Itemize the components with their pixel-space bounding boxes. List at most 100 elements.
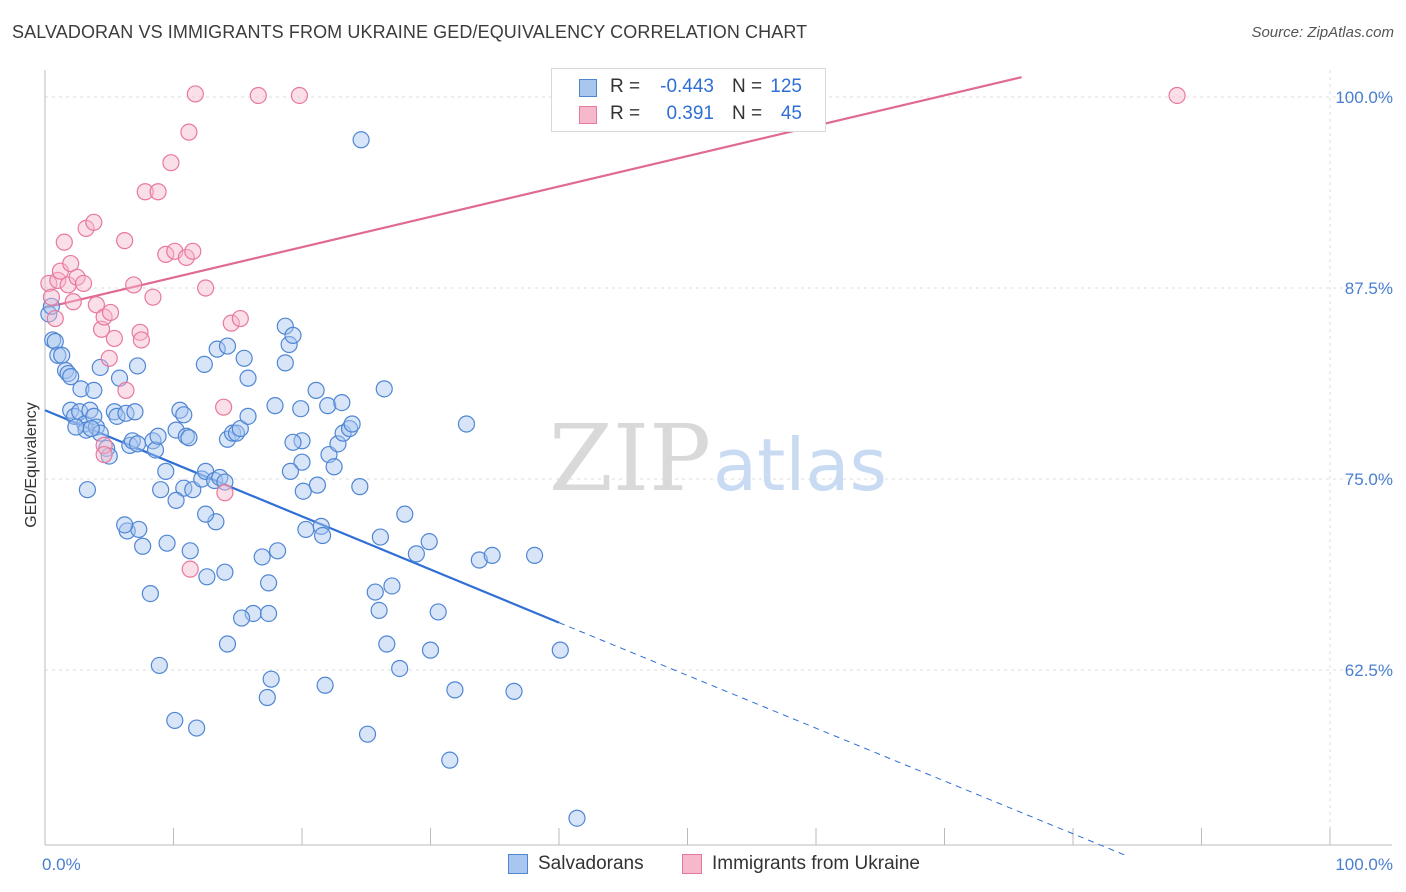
point-salvadoran	[141, 584, 159, 603]
point-salvadoran	[78, 481, 97, 499]
y-tick-label: 100.0%	[1335, 88, 1393, 107]
point-ukraine	[105, 329, 123, 348]
point-salvadoran	[157, 462, 175, 480]
point-salvadoran	[307, 381, 325, 399]
series-legend: Salvadorans Immigrants from Ukraine	[0, 852, 1406, 878]
y-axis-label: GED/Equivalency	[23, 402, 40, 527]
point-ukraine	[184, 242, 202, 260]
point-ukraine	[162, 154, 180, 172]
point-salvadoran	[325, 458, 343, 476]
point-salvadoran	[293, 453, 311, 471]
point-salvadoran	[340, 419, 359, 438]
point-ukraine	[186, 85, 204, 103]
point-salvadoran	[297, 520, 315, 539]
point-ukraine	[181, 560, 199, 578]
point-salvadoran	[167, 491, 185, 509]
point-salvadoran	[551, 641, 569, 659]
trend-lines	[44, 76, 1125, 856]
legend-n-label: N =	[732, 103, 763, 124]
point-salvadoran	[208, 340, 226, 358]
point-salvadoran	[150, 656, 168, 675]
point-salvadoran	[370, 601, 388, 620]
point-salvadoran	[525, 546, 544, 565]
legend-row-ukraine: R = 0.391 N = 45	[552, 100, 825, 128]
point-salvadoran	[85, 381, 103, 399]
point-salvadoran	[82, 419, 100, 438]
point-salvadoran	[280, 335, 298, 354]
chart-title: SALVADORAN VS IMMIGRANTS FROM UKRAINE GE…	[12, 22, 808, 42]
point-salvadoran	[59, 364, 77, 383]
point-salvadoran	[284, 326, 302, 344]
point-salvadoran	[152, 481, 170, 499]
y-tick-label: 75.0%	[1345, 470, 1393, 489]
x-tick-label: 100.0%	[1335, 855, 1393, 874]
point-salvadoran	[329, 435, 347, 453]
point-salvadoran	[123, 432, 141, 450]
point-ukraine	[117, 381, 135, 399]
point-ukraine	[180, 123, 198, 141]
point-salvadoran	[195, 355, 213, 373]
point-salvadoran	[72, 380, 90, 398]
point-ukraine	[231, 309, 249, 328]
point-salvadoran	[253, 548, 271, 566]
point-ukraine	[64, 293, 82, 311]
point-salvadoran	[319, 397, 337, 415]
point-ukraine	[85, 213, 103, 231]
point-ukraine	[249, 86, 267, 105]
point-salvadoran	[128, 357, 147, 375]
point-salvadoran	[366, 583, 384, 601]
point-salvadoran	[197, 505, 215, 523]
point-ukraine	[197, 279, 215, 297]
stats-legend: R = -0.443 N = 125 R = 0.391 N = 45	[551, 68, 826, 132]
data-points	[40, 85, 1186, 827]
y-tick-label: 62.5%	[1345, 661, 1393, 680]
source-credit: Source: ZipAtlas.com	[1251, 24, 1394, 41]
legend-r-value: -0.443	[660, 76, 714, 97]
point-ukraine	[215, 398, 233, 416]
watermark: ZIP atlas	[549, 405, 887, 512]
point-salvadoran	[396, 505, 414, 523]
legend-row-salvadorans: R = -0.443 N = 125	[552, 73, 825, 101]
point-salvadoran	[128, 435, 147, 453]
watermark-zip: ZIP	[549, 405, 711, 512]
point-salvadoran	[180, 429, 198, 447]
point-salvadoran	[126, 403, 144, 421]
point-salvadoran	[258, 688, 276, 707]
point-ukraine	[62, 254, 80, 273]
point-ukraine	[101, 303, 120, 322]
point-ukraine	[55, 233, 73, 251]
point-salvadoran	[166, 711, 184, 730]
point-salvadoran	[276, 354, 294, 372]
point-salvadoran	[420, 533, 438, 551]
point-salvadoran	[239, 407, 257, 425]
point-ukraine	[95, 436, 113, 454]
x-tick-label: 0.0%	[42, 855, 81, 874]
point-salvadoran	[91, 358, 109, 377]
point-ukraine	[177, 248, 195, 267]
point-salvadoran	[235, 349, 253, 367]
axes	[44, 70, 1392, 846]
point-ukraine	[95, 445, 113, 464]
point-salvadoran	[211, 468, 229, 487]
point-salvadoran	[446, 681, 464, 699]
point-salvadoran	[457, 415, 476, 433]
point-ukraine	[222, 314, 240, 332]
point-salvadoran	[262, 670, 280, 688]
point-salvadoran	[352, 131, 370, 149]
point-ukraine	[125, 276, 143, 294]
point-salvadoran	[134, 537, 152, 555]
point-salvadoran	[149, 427, 167, 445]
legend-r-value: 0.391	[666, 103, 714, 124]
legend-swatch-blue	[508, 854, 528, 874]
point-ukraine	[157, 245, 175, 263]
point-salvadoran	[505, 682, 523, 700]
point-ukraine	[100, 349, 118, 367]
point-salvadoran	[358, 725, 377, 743]
point-ukraine	[132, 331, 150, 349]
point-salvadoran	[53, 346, 71, 364]
point-ukraine	[1168, 86, 1186, 105]
point-ukraine	[42, 288, 61, 306]
point-salvadoran	[181, 542, 199, 560]
point-salvadoran	[116, 516, 134, 534]
point-salvadoran	[197, 462, 215, 480]
